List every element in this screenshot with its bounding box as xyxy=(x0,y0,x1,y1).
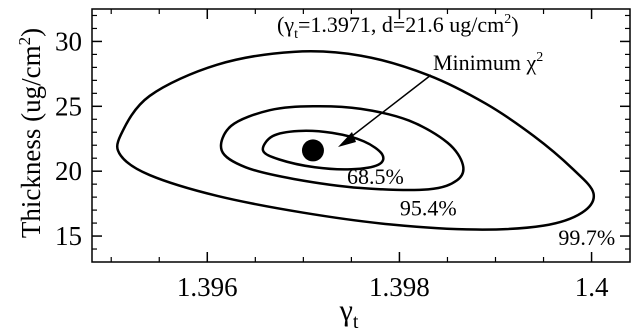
y-tick-label: 15 xyxy=(55,221,82,251)
arrow-label-sup: 2 xyxy=(536,50,543,65)
y-axis-label-sup: 2 xyxy=(15,37,34,46)
x-tick-label: 1.398 xyxy=(369,272,430,302)
minimum-arrow-head xyxy=(338,132,356,147)
contour-line xyxy=(115,49,596,231)
minimum-label-sub: t xyxy=(294,27,298,42)
x-tick-label: 1.396 xyxy=(177,272,238,302)
y-axis-label-main: Thickness (ug/cm xyxy=(16,45,46,238)
x-axis-label-base: γ xyxy=(339,294,353,327)
minimum-label-part3: ) xyxy=(511,12,518,37)
y-tick-label: 30 xyxy=(55,26,82,56)
y-axis-label: Thickness (ug/cm2) xyxy=(15,28,46,238)
minimum-point xyxy=(301,139,324,162)
tick-group: 1.396 1.398 1.4 15 20 25 30 xyxy=(55,9,630,302)
minimum-label: (γt=1.3971, d=21.6 ug/cm2) xyxy=(277,12,519,42)
y-axis-label-tail: ) xyxy=(16,28,46,37)
minimum-arrow-line xyxy=(342,74,432,144)
x-axis-label: γt xyxy=(339,294,359,331)
minimum-label-part1: (γ xyxy=(277,12,294,37)
minimum-label-sup: 2 xyxy=(504,12,511,27)
y-tick-label: 25 xyxy=(55,91,82,121)
contour-label: 95.4% xyxy=(400,195,457,220)
plot-frame xyxy=(91,8,631,263)
contour-line xyxy=(219,105,465,192)
contour-line xyxy=(261,129,385,171)
arrow-label: Minimum χ2 xyxy=(433,50,543,75)
contour-group: 68.5% 95.4% 99.7% xyxy=(115,49,615,250)
y-tick-label: 20 xyxy=(55,156,82,186)
x-axis-label-sub: t xyxy=(353,311,359,331)
minimum-label-part2: =1.3971, d=21.6 ug/cm xyxy=(298,12,504,37)
arrow-label-main: Minimum χ xyxy=(433,50,537,75)
x-tick-label: 1.4 xyxy=(575,272,609,302)
contour-label: 68.5% xyxy=(347,164,404,189)
contour-label: 99.7% xyxy=(558,225,615,250)
